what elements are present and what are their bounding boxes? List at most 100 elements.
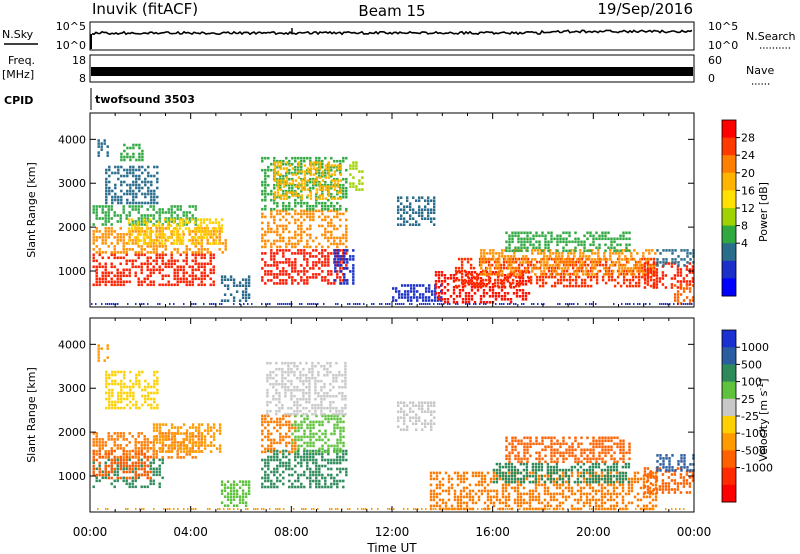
velocity-cell (281, 403, 284, 407)
power-cell (321, 270, 324, 273)
power-cell (683, 249, 686, 252)
power-cell (117, 177, 120, 181)
power-cell (181, 221, 185, 224)
power-cell (418, 223, 421, 226)
power-cell (220, 278, 224, 281)
power-cell (415, 220, 418, 223)
power-cell (289, 303, 291, 305)
power-cell (194, 239, 197, 242)
power-cell (309, 204, 312, 208)
velocity-cell (296, 400, 299, 404)
power-region-0 (92, 253, 215, 287)
power-cell (128, 233, 131, 236)
velocity-cell (101, 455, 104, 459)
power-cell (324, 249, 327, 252)
power-cell (158, 214, 161, 217)
velocity-cell (128, 453, 131, 456)
power-cell (330, 174, 333, 178)
power-cell (492, 258, 495, 261)
power-cell (134, 253, 137, 257)
power-cell (191, 268, 194, 272)
power-cell (511, 237, 514, 241)
power-cell (312, 183, 315, 187)
power-cell (288, 168, 291, 172)
power-cell (152, 208, 155, 211)
power-cell (273, 168, 276, 172)
power-cell (658, 280, 662, 283)
velocity-cell (341, 394, 344, 398)
velocity-cell (146, 470, 149, 474)
velocity-cell (167, 447, 170, 450)
power-cell (624, 264, 627, 267)
power-cell (264, 233, 267, 237)
power-cell (415, 223, 418, 226)
velocity-cell (194, 429, 198, 432)
power-cell (476, 289, 480, 292)
power-cell (163, 236, 167, 239)
power-cell (345, 218, 348, 222)
velocity-cell (131, 476, 134, 480)
power-cell (273, 162, 276, 166)
velocity-region-5 (97, 344, 109, 362)
power-cell (294, 201, 297, 205)
power-cell (291, 173, 295, 176)
velocity-cell (267, 461, 270, 465)
power-cell (306, 201, 309, 205)
power-cell (200, 280, 203, 284)
power-cell (282, 230, 285, 234)
power-cell (540, 252, 543, 255)
power-cell (573, 270, 576, 273)
power-cell (288, 221, 291, 225)
power-cell (285, 174, 288, 178)
power-cell (273, 239, 276, 243)
velocity-cell (264, 479, 267, 483)
power-cell (410, 299, 413, 302)
power-cell (285, 191, 289, 194)
velocity-cell (279, 441, 282, 445)
velocity-cell (113, 479, 116, 483)
power-cell (544, 272, 548, 276)
power-cell (303, 164, 307, 167)
velocity-cell (155, 438, 159, 441)
power-cell (517, 275, 521, 279)
power-cell (105, 195, 108, 199)
power-cell (472, 275, 476, 279)
velocity-cell (326, 391, 329, 395)
velocity-cell (272, 376, 275, 380)
power-cell (406, 211, 409, 214)
power-cell (643, 265, 647, 268)
power-cell (564, 258, 567, 261)
power-cell (294, 270, 297, 273)
velocity-cell (158, 485, 161, 489)
power-cell (185, 245, 188, 248)
velocity-cell (306, 449, 309, 453)
velocity-cell (107, 473, 110, 477)
power-cell (631, 269, 635, 273)
power-cell (421, 217, 424, 220)
power-cell (339, 171, 342, 175)
velocity-cell (131, 470, 134, 474)
power-cell (185, 251, 188, 254)
power-cell (312, 179, 316, 182)
velocity-cell (273, 447, 276, 451)
power-cell (294, 204, 297, 208)
power-cell (637, 278, 641, 282)
velocity-cell (321, 438, 324, 442)
power-cell (685, 296, 689, 299)
power-cell (321, 197, 325, 200)
power-region-10 (273, 161, 343, 200)
colorbar-segment (722, 137, 736, 156)
power-cell (330, 185, 334, 188)
power-cell (181, 242, 185, 245)
velocity-cell (424, 419, 427, 422)
power-cell (161, 259, 164, 263)
power-cell (574, 275, 578, 279)
power-cell (586, 263, 590, 267)
power-cell (421, 208, 424, 211)
velocity-cell (161, 423, 165, 426)
velocity-cell (147, 385, 150, 389)
velocity-cell (291, 482, 294, 486)
power-cell (119, 233, 122, 236)
power-cell (480, 264, 483, 267)
velocity-cell (300, 435, 303, 439)
